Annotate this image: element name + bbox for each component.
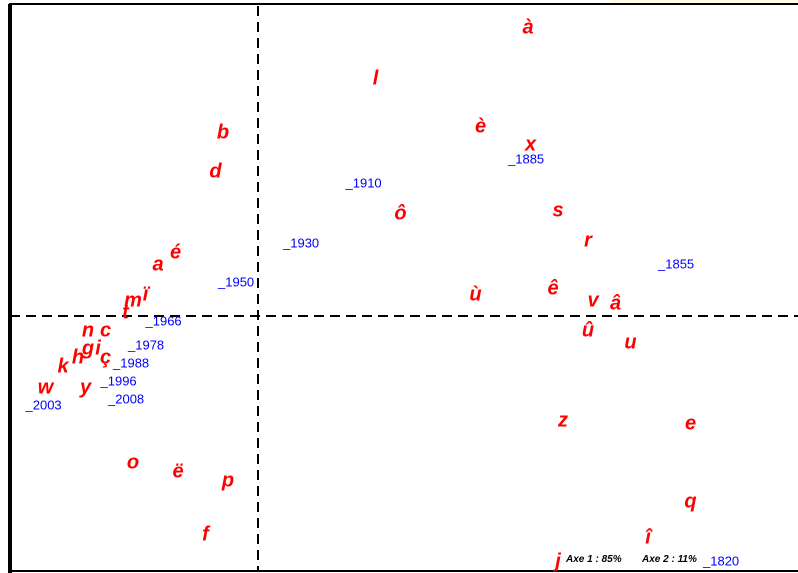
letter-label-27: y (79, 376, 92, 398)
letter-label-30: e (685, 412, 696, 434)
letter-label-9: é (170, 241, 181, 263)
year-label-4: _1950 (217, 274, 254, 289)
year-label-11: _1820 (702, 553, 739, 568)
letter-label-2: è (475, 115, 486, 137)
letter-label-24: ç (100, 346, 111, 368)
letter-label-11: ù (469, 283, 481, 305)
letter-label-20: n (82, 319, 94, 341)
year-label-9: _2008 (107, 391, 144, 406)
letter-label-4: b (217, 121, 229, 143)
letter-label-23: i (95, 337, 101, 359)
letter-label-10: a (152, 253, 163, 275)
letter-label-0: à (522, 16, 533, 38)
year-label-7: _1988 (112, 355, 149, 370)
year-label-5: _1966 (145, 313, 182, 328)
year-label-1: _1910 (345, 175, 382, 190)
letter-label-15: m (124, 289, 142, 311)
letter-label-35: q (684, 490, 696, 512)
letter-label-29: z (557, 409, 568, 431)
letter-label-33: p (221, 469, 234, 491)
year-label-0: _1885 (507, 151, 544, 166)
top-right-tint (610, 0, 798, 3)
year-label-6: _1978 (127, 337, 164, 352)
letter-label-18: û (582, 319, 594, 341)
letter-label-28: w (38, 376, 55, 398)
letter-label-8: r (584, 229, 593, 251)
axis-variance-note-2: Axe 2 : 11% (641, 554, 697, 565)
letter-label-22: g (81, 337, 94, 359)
letter-label-3: x (524, 133, 537, 155)
axis-variance-note-1: Axe 1 : 85% (565, 554, 622, 565)
year-label-2: _1930 (282, 235, 319, 250)
letter-label-31: o (127, 451, 139, 473)
letter-label-26: k (57, 355, 69, 377)
year-label-3: _1855 (657, 256, 694, 271)
letter-label-6: ô (394, 202, 406, 224)
letter-label-7: s (552, 199, 563, 221)
letter-label-14: â (610, 292, 621, 314)
letter-label-21: c (100, 319, 111, 341)
year-label-8: _1996 (100, 373, 137, 388)
letter-label-13: v (587, 289, 600, 311)
letter-label-16: ï (143, 283, 151, 305)
letter-label-36: î (645, 526, 653, 548)
letter-label-17: t (122, 301, 130, 323)
letter-label-37: j (552, 550, 561, 572)
letter-label-32: ë (172, 460, 183, 482)
letter-label-34: f (202, 523, 211, 545)
letter-label-5: d (209, 160, 222, 182)
letter-label-25: h (72, 346, 84, 368)
year-label-10: _2003 (25, 397, 62, 412)
letter-label-1: l (373, 67, 379, 89)
letter-label-12: ê (547, 277, 558, 299)
letter-label-19: u (624, 331, 636, 353)
